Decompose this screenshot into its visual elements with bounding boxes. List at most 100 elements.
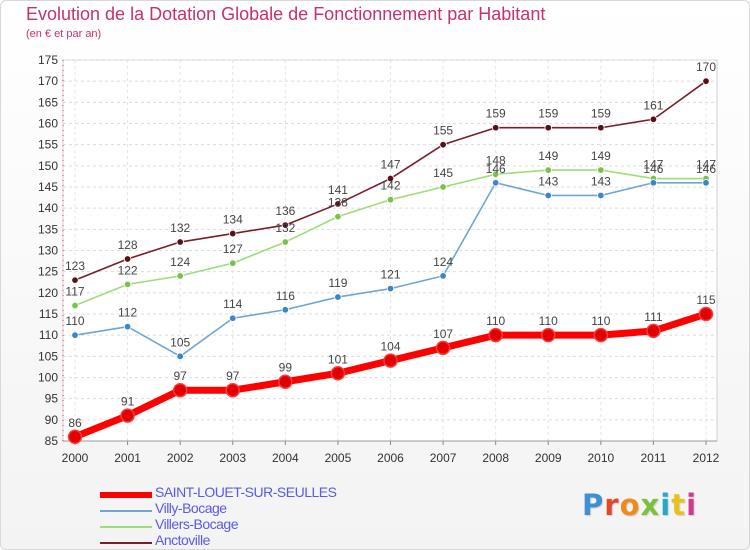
data-point — [123, 280, 132, 289]
data-point — [176, 272, 184, 280]
legend-swatch — [100, 542, 152, 544]
data-point — [698, 306, 714, 322]
series-layer — [67, 77, 714, 445]
data-label: 146 — [643, 162, 663, 176]
data-label: 86 — [68, 416, 82, 430]
data-label: 97 — [173, 369, 187, 383]
legend-swatch — [100, 492, 152, 498]
data-point — [439, 272, 447, 280]
x-tick-label: 2003 — [219, 451, 246, 465]
data-label: 127 — [223, 242, 243, 256]
data-point — [597, 124, 605, 132]
x-tick-label: 2006 — [377, 451, 404, 465]
data-label: 141 — [328, 183, 348, 197]
data-label: 105 — [170, 335, 190, 349]
data-label: 110 — [486, 314, 505, 328]
data-point — [281, 306, 290, 314]
data-point — [649, 115, 658, 123]
grid-layer — [62, 59, 718, 442]
data-label: 121 — [380, 268, 400, 282]
y-tick-label: 155 — [38, 138, 58, 152]
data-label: 123 — [65, 259, 85, 273]
data-label: 170 — [696, 60, 716, 74]
legend-label: SAINT-LOUET-SUR-SEULLES — [155, 484, 337, 500]
y-tick-label: 105 — [38, 349, 58, 363]
y-tick-label: 145 — [38, 180, 58, 194]
x-tick-label: 2005 — [325, 451, 352, 465]
data-label: 99 — [279, 361, 293, 375]
data-label: 147 — [380, 158, 400, 172]
data-point — [597, 191, 605, 200]
y-tick-label: 165 — [38, 95, 58, 109]
x-tick-label: 2011 — [641, 451, 667, 465]
data-label: 107 — [433, 327, 453, 341]
data-label: 148 — [486, 153, 506, 167]
y-tick-label: 120 — [38, 286, 58, 300]
data-point — [491, 124, 500, 132]
logo-letter: r — [604, 488, 620, 522]
chart-title: Evolution de la Dotation Globale de Fonc… — [26, 4, 546, 24]
data-point — [225, 382, 240, 398]
data-point — [386, 174, 395, 183]
data-label: 110 — [539, 314, 558, 328]
logo-letter: P — [582, 488, 605, 522]
y-tick-label: 110 — [39, 328, 58, 342]
data-label: 112 — [118, 306, 137, 320]
data-label: 143 — [591, 174, 611, 188]
data-label: 147 — [696, 158, 716, 172]
data-point — [334, 212, 342, 221]
y-tick-label: 125 — [38, 265, 58, 279]
data-point — [176, 352, 184, 361]
data-point — [544, 166, 552, 174]
data-point — [435, 340, 451, 356]
data-point — [123, 323, 132, 331]
data-label: 119 — [328, 276, 347, 290]
x-tick-label: 2010 — [587, 451, 614, 465]
x-tick-label: 2012 — [693, 451, 720, 465]
chart-subtitle: (en € et par an) — [26, 28, 102, 40]
x-tick-label: 2001 — [114, 451, 141, 465]
data-label: 155 — [433, 124, 453, 138]
x-tick-label: 2009 — [535, 451, 562, 465]
data-label: 124 — [433, 255, 453, 269]
data-label: 110 — [591, 314, 610, 328]
x-tick-label: 2004 — [272, 451, 299, 465]
data-point — [544, 124, 552, 132]
x-tick-label: 2000 — [62, 451, 89, 465]
data-point — [334, 293, 342, 301]
data-label: 124 — [170, 255, 190, 269]
data-label: 110 — [65, 314, 84, 328]
data-label: 146 — [696, 162, 716, 176]
data-label: 159 — [486, 107, 506, 121]
data-label: 149 — [538, 149, 558, 163]
data-label: 132 — [170, 221, 190, 235]
data-label: 143 — [538, 174, 558, 188]
data-label: 97 — [226, 369, 240, 383]
logo-letter: x — [640, 488, 661, 522]
y-tick-label: 130 — [38, 244, 58, 258]
data-point — [71, 331, 79, 339]
y-tick-label: 135 — [38, 222, 58, 236]
data-point — [597, 166, 605, 174]
line-chart: 85 90 95 100 105 110 115 120 125 130 135 140 145 150 1… — [38, 53, 720, 465]
data-point — [71, 301, 79, 310]
y-tick-label: 85 — [45, 434, 59, 448]
data-label: 149 — [591, 149, 611, 163]
y-tick-label: 95 — [45, 392, 59, 406]
data-label: 114 — [223, 297, 242, 311]
data-label: 136 — [275, 204, 295, 218]
data-label: 138 — [328, 196, 348, 210]
data-point — [593, 327, 609, 343]
legend-label: Anctoville — [155, 532, 210, 548]
x-tick-label: 2008 — [482, 451, 509, 465]
data-label: 111 — [644, 310, 663, 324]
x-tick-label: 2002 — [167, 451, 194, 465]
data-point — [491, 179, 500, 187]
axis-layer: 85 90 95 100 105 110 115 120 125 130 135 140 145 150 1… — [38, 53, 720, 465]
data-point — [439, 183, 447, 191]
data-point — [386, 195, 395, 204]
data-label: 132 — [275, 221, 295, 235]
y-tick-label: 90 — [45, 413, 59, 427]
data-point — [281, 238, 290, 246]
data-point — [541, 327, 556, 343]
